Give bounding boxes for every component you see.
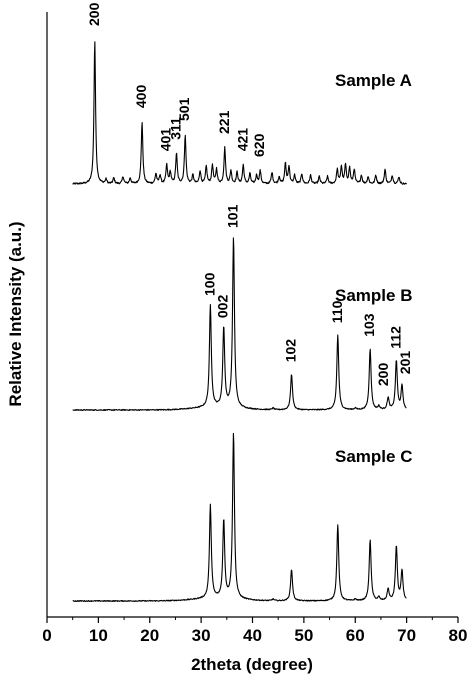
x-tick-label: 50 — [294, 626, 313, 645]
x-tick-label: 40 — [243, 626, 262, 645]
x-axis-title: 2theta (degree) — [191, 655, 313, 674]
plot-frame — [46, 12, 458, 618]
peak-label: 501 — [176, 97, 192, 121]
x-tick-label: 60 — [346, 626, 365, 645]
peak-label: 112 — [387, 326, 403, 349]
sample-labels: Sample A Sample B Sample C — [335, 71, 412, 466]
peak-label: 200 — [375, 363, 391, 387]
trace-sample-3 — [72, 432, 407, 603]
peak-label: 400 — [133, 85, 149, 109]
peak-label: 311 — [168, 117, 184, 140]
y-axis-title: Relative Intensity (a.u.) — [6, 221, 25, 406]
peak-label: 110 — [329, 300, 345, 323]
peak-label: 200 — [86, 2, 102, 26]
peak-label: 101 — [225, 204, 241, 228]
peak-label: 100 — [201, 272, 217, 296]
x-axis-ticks: 0 10 20 30 40 50 60 70 80 — [42, 617, 467, 645]
x-tick-label: 70 — [397, 626, 416, 645]
diffraction-traces — [72, 41, 407, 603]
x-tick-label: 80 — [449, 626, 468, 645]
trace-sample-2 — [72, 237, 407, 412]
peak-label: 401 — [158, 128, 174, 152]
sample-label: Sample B — [335, 286, 412, 305]
sample-label: Sample A — [335, 71, 412, 90]
peak-label: 201 — [397, 351, 413, 375]
x-tick-label: 10 — [89, 626, 108, 645]
peak-label: 421 — [234, 128, 250, 152]
peak-label: 103 — [361, 313, 377, 337]
peak-label: 620 — [251, 133, 267, 157]
x-tick-label: 0 — [42, 626, 51, 645]
sample-label: Sample C — [335, 447, 412, 466]
peak-label: 002 — [215, 295, 231, 319]
peak-label: 102 — [283, 339, 299, 363]
peak-label: 221 — [216, 110, 232, 134]
x-tick-label: 30 — [192, 626, 211, 645]
x-tick-label: 20 — [140, 626, 159, 645]
trace-sample-1 — [72, 41, 407, 185]
